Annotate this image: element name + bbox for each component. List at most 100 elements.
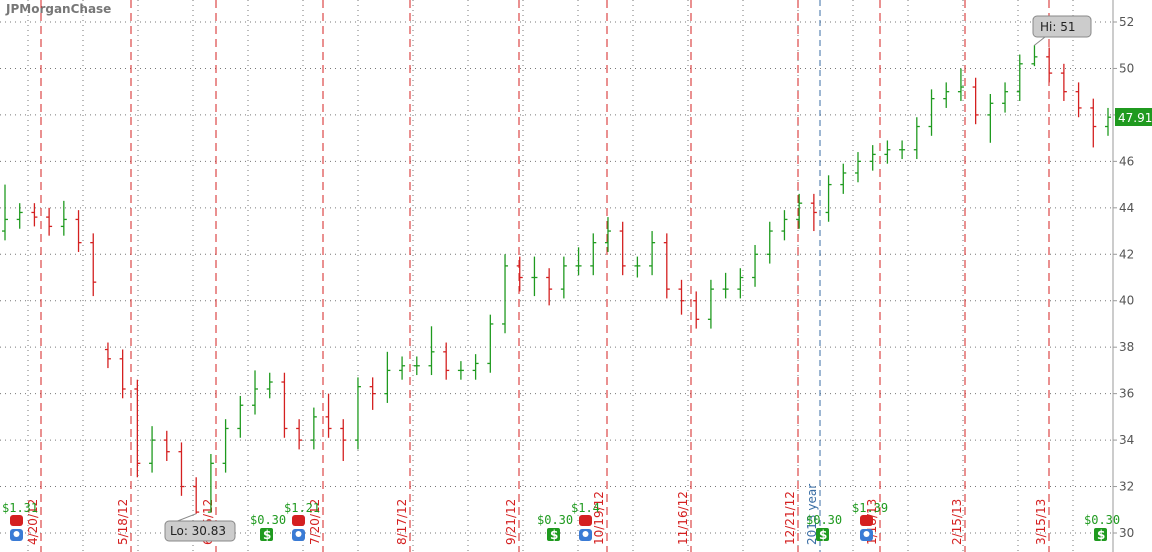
date-marker-label: 10/19/12: [592, 491, 606, 545]
lo-label: Lo: 30.83: [170, 524, 226, 538]
earnings-bulb-glyph: [295, 531, 302, 537]
dividend-amount: $0.30: [537, 513, 573, 527]
ohlc-bar: [649, 231, 656, 276]
hi-pointer: [1034, 36, 1046, 46]
y-tick-label: 34: [1119, 433, 1134, 447]
ohlc-bar: [1002, 82, 1009, 113]
ohlc-bar: [354, 377, 361, 450]
ohlc-bar: [928, 89, 935, 136]
ohlc-bar: [237, 395, 244, 438]
ohlc-bar: [869, 145, 876, 171]
earnings-amount: $1.4: [571, 501, 600, 515]
ohlc-bar: [472, 354, 479, 380]
ohlc-bar: [296, 419, 303, 450]
ohlc-bar: [560, 256, 567, 299]
y-tick-label: 36: [1119, 387, 1134, 401]
ohlc-bar: [943, 82, 950, 108]
ohlc-bar: [634, 256, 641, 278]
ohlc-bar: [31, 203, 38, 227]
date-marker-label: 11/16/12: [676, 491, 690, 545]
dividend-icon: [547, 528, 560, 541]
ohlc-bar: [149, 426, 156, 473]
ohlc-bar: [972, 77, 979, 125]
ohlc-bar: [531, 256, 538, 297]
ohlc-bar: [884, 140, 891, 164]
ohlc-bar: [752, 244, 759, 287]
date-marker-label: 5/18/12: [116, 499, 130, 545]
ohlc-bar: [1090, 98, 1097, 148]
y-tick-label: 32: [1119, 480, 1134, 494]
dividend-icon: [816, 528, 829, 541]
ohlc-bar: [663, 233, 670, 299]
ohlc-bar: [266, 372, 273, 399]
ohlc-bar: [707, 279, 714, 329]
ohlc-bar: [60, 200, 67, 236]
ohlc-bar: [413, 356, 420, 376]
date-marker-label: 3/15/13: [1034, 499, 1048, 545]
ohlc-bar: [957, 68, 964, 101]
dividend-icon-glyph: $: [550, 528, 558, 542]
date-marker-label: 2/15/13: [950, 499, 964, 545]
ohlc-bar: [325, 393, 332, 438]
lo-bubble: [164, 520, 236, 542]
ohlc-bar: [1031, 45, 1038, 67]
year-marker-label: 2013 year: [805, 484, 819, 545]
ohlc-bar: [1105, 107, 1111, 136]
ohlc-bar: [487, 314, 494, 373]
date-marker-label: 9/21/12: [504, 499, 518, 545]
earnings-icon: [860, 515, 873, 526]
date-marker-label: 4/20/12: [26, 499, 40, 545]
y-tick-label: 46: [1119, 154, 1134, 168]
ohlc-bar: [443, 342, 450, 380]
ohlc-bar: [840, 163, 847, 194]
ohlc-bar: [163, 430, 170, 461]
y-tick-label: 42: [1119, 247, 1134, 261]
ohlc-bar: [2, 184, 8, 241]
ohlc-bar: [516, 256, 523, 292]
earnings-bulb-glyph: [863, 531, 870, 537]
ohlc-bar: [178, 442, 185, 496]
ohlc-bar: [207, 454, 214, 513]
ohlc-bar: [399, 356, 406, 380]
ohlc-bar: [428, 326, 435, 376]
ohlc-bar: [810, 193, 817, 232]
dividend-amount: $0.30: [250, 513, 286, 527]
ohlc-bar: [134, 379, 141, 478]
ohlc-bar: [722, 272, 729, 299]
ohlc-bar: [1060, 63, 1067, 101]
y-tick-label: 50: [1119, 61, 1134, 75]
ohlc-bar: [90, 233, 97, 297]
dividend-icon-glyph: $: [1097, 528, 1105, 542]
ohlc-bar: [75, 210, 82, 252]
ohlc-bar: [678, 279, 685, 315]
ohlc-bar: [899, 140, 906, 160]
ohlc-bar: [369, 377, 376, 410]
ohlc-bar: [1016, 54, 1023, 101]
ohlc-bar: [575, 247, 582, 276]
ohlc-bar: [104, 342, 111, 369]
earnings-bulb-glyph: [13, 531, 20, 537]
y-tick-label: 40: [1119, 294, 1134, 308]
ohlc-bar: [737, 268, 744, 299]
ohlc-bar: [222, 419, 229, 473]
ohlc-bar: [796, 193, 803, 229]
ohlc-bar: [310, 407, 317, 450]
last-price-tag: [1115, 107, 1152, 126]
y-tick-label: 52: [1119, 15, 1134, 29]
ohlc-bar: [340, 419, 347, 461]
ohlc-bar: [854, 152, 861, 183]
ohlc-bar: [457, 361, 464, 380]
date-marker-label: 7/20/12: [308, 499, 322, 545]
earnings-icon: [579, 515, 592, 526]
dividend-icon: [1094, 528, 1107, 541]
dividend-icon: [260, 528, 273, 541]
dividend-icon-glyph: $: [263, 528, 271, 542]
ohlc-bar: [619, 221, 626, 276]
earnings-amount: $1.31: [2, 501, 38, 515]
ohlc-bar: [825, 175, 832, 222]
ohlc-bar: [604, 217, 611, 252]
ohlc-bar: [1075, 82, 1082, 118]
y-tick-label: 44: [1119, 201, 1134, 215]
